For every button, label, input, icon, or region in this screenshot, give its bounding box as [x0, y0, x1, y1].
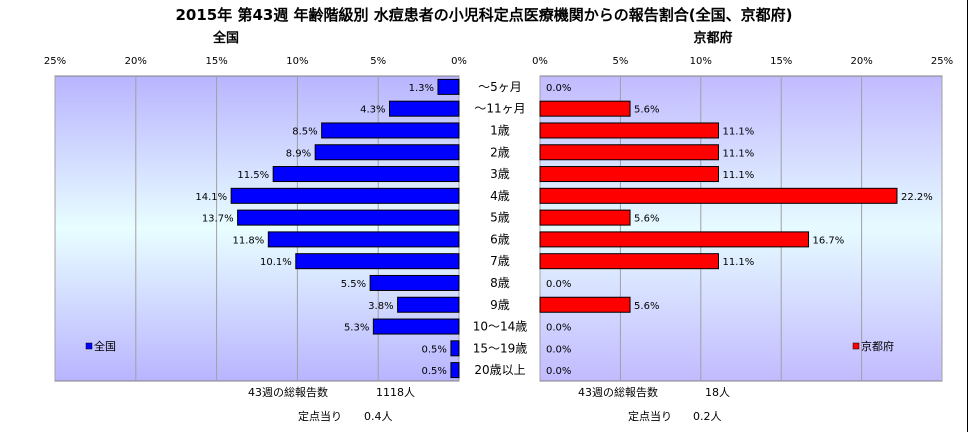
- kyoto-data-label: 0.0%: [546, 344, 571, 355]
- nation-tick-label: 15%: [205, 56, 227, 67]
- nation-legend-swatch: [86, 343, 92, 349]
- nation-total-label: 43週の総報告数: [248, 385, 328, 399]
- kyoto-data-label: 5.6%: [634, 301, 659, 312]
- kyoto-bar: [540, 210, 630, 225]
- chart-title: 2015年 第43週 年齢階級別 水痘患者の小児科定点医療機関からの報告割合(全…: [175, 6, 792, 24]
- kyoto-legend-label: 京都府: [861, 339, 894, 353]
- kyoto-total-value: 18人: [705, 386, 730, 399]
- nation-data-label: 8.5%: [292, 126, 317, 137]
- category-label: 20歳以上: [474, 363, 525, 377]
- kyoto-data-label: 11.1%: [722, 170, 754, 181]
- kyoto-data-label: 11.1%: [722, 126, 754, 137]
- nation-bar: [315, 145, 459, 160]
- category-label: 4歳: [490, 189, 510, 203]
- kyoto-data-label: 0.0%: [546, 279, 571, 290]
- kyoto-tick-label: 5%: [612, 56, 628, 67]
- kyoto-tick-label: 20%: [850, 56, 872, 67]
- nation-tick-label: 10%: [286, 56, 308, 67]
- kyoto-data-label: 5.6%: [634, 214, 659, 225]
- nation-data-label: 4.3%: [360, 105, 385, 116]
- kyoto-data-label: 16.7%: [813, 235, 845, 246]
- nation-bar: [273, 167, 459, 182]
- kyoto-bar: [540, 145, 718, 160]
- nation-data-label: 5.5%: [341, 279, 366, 290]
- kyoto-bar: [540, 123, 718, 138]
- nation-total-value: 1118人: [376, 386, 415, 399]
- nation-bar: [438, 79, 459, 94]
- kyoto-data-label: 0.0%: [546, 366, 571, 377]
- category-label: 3歳: [490, 167, 510, 181]
- nation-bar: [451, 363, 459, 378]
- nation-bar: [322, 123, 459, 138]
- category-label: 10～14歳: [473, 320, 528, 334]
- category-label: 5歳: [490, 211, 510, 225]
- chart-canvas: 2015年 第43週 年齢階級別 水痘患者の小児科定点医療機関からの報告割合(全…: [0, 0, 968, 432]
- nation-data-label: 11.5%: [237, 170, 269, 181]
- kyoto-data-label: 0.0%: [546, 83, 571, 94]
- kyoto-data-label: 11.1%: [722, 257, 754, 268]
- kyoto-bar: [540, 188, 897, 203]
- kyoto-plot-area: [540, 76, 942, 381]
- nation-panel-title: 全国: [212, 30, 239, 46]
- category-label: 15～19歳: [473, 341, 528, 355]
- kyoto-total-label: 43週の総報告数: [578, 385, 658, 399]
- kyoto-bar: [540, 101, 630, 116]
- nation-data-label: 0.5%: [422, 344, 447, 355]
- nation-bar: [373, 319, 459, 334]
- nation-tick-label: 0%: [451, 56, 467, 67]
- nation-bar: [238, 210, 459, 225]
- nation-data-label: 3.8%: [368, 301, 393, 312]
- category-label: 2歳: [490, 145, 510, 159]
- nation-tick-label: 5%: [370, 56, 386, 67]
- nation-per-site-value: 0.4人: [364, 410, 393, 423]
- kyoto-bar: [540, 297, 630, 312]
- nation-bar: [398, 297, 459, 312]
- nation-tick-label: 20%: [125, 56, 147, 67]
- category-label: 6歳: [490, 232, 510, 246]
- kyoto-panel-title: 京都府: [693, 30, 732, 46]
- nation-data-label: 10.1%: [260, 257, 292, 268]
- kyoto-data-label: 5.6%: [634, 105, 659, 116]
- nation-data-label: 1.3%: [409, 83, 434, 94]
- kyoto-data-label: 22.2%: [901, 192, 933, 203]
- nation-per-site-label: 定点当り: [298, 409, 342, 423]
- nation-bar: [451, 341, 459, 356]
- category-label: ～5ヶ月: [478, 80, 522, 94]
- nation-tick-label: 25%: [44, 56, 66, 67]
- kyoto-bar: [540, 254, 718, 269]
- kyoto-per-site-value: 0.2人: [693, 410, 722, 423]
- nation-data-label: 8.9%: [286, 148, 311, 159]
- kyoto-per-site-label: 定点当り: [628, 409, 672, 423]
- category-label: 1歳: [490, 123, 510, 137]
- category-label: ～11ヶ月: [474, 102, 525, 116]
- kyoto-bar: [540, 167, 718, 182]
- nation-data-label: 14.1%: [195, 192, 227, 203]
- nation-data-label: 0.5%: [422, 366, 447, 377]
- nation-bar: [370, 275, 459, 290]
- nation-bar: [390, 101, 459, 116]
- nation-data-label: 11.8%: [233, 235, 265, 246]
- nation-data-label: 5.3%: [344, 323, 369, 334]
- nation-legend-label: 全国: [94, 339, 116, 353]
- nation-data-label: 13.7%: [202, 214, 234, 225]
- category-label: 8歳: [490, 276, 510, 290]
- kyoto-data-label: 11.1%: [722, 148, 754, 159]
- nation-bar: [296, 254, 459, 269]
- kyoto-bar: [540, 232, 809, 247]
- chart-figure: 2015年 第43週 年齢階級別 水痘患者の小児科定点医療機関からの報告割合(全…: [0, 0, 968, 432]
- nation-bar: [231, 188, 459, 203]
- kyoto-legend-swatch: [853, 343, 859, 349]
- nation-plot-area: [55, 76, 459, 381]
- category-label: 7歳: [490, 254, 510, 268]
- kyoto-data-label: 0.0%: [546, 323, 571, 334]
- kyoto-tick-label: 25%: [931, 56, 953, 67]
- kyoto-tick-label: 15%: [770, 56, 792, 67]
- category-label: 9歳: [490, 298, 510, 312]
- kyoto-tick-label: 0%: [532, 56, 548, 67]
- kyoto-tick-label: 10%: [690, 56, 712, 67]
- nation-bar: [268, 232, 459, 247]
